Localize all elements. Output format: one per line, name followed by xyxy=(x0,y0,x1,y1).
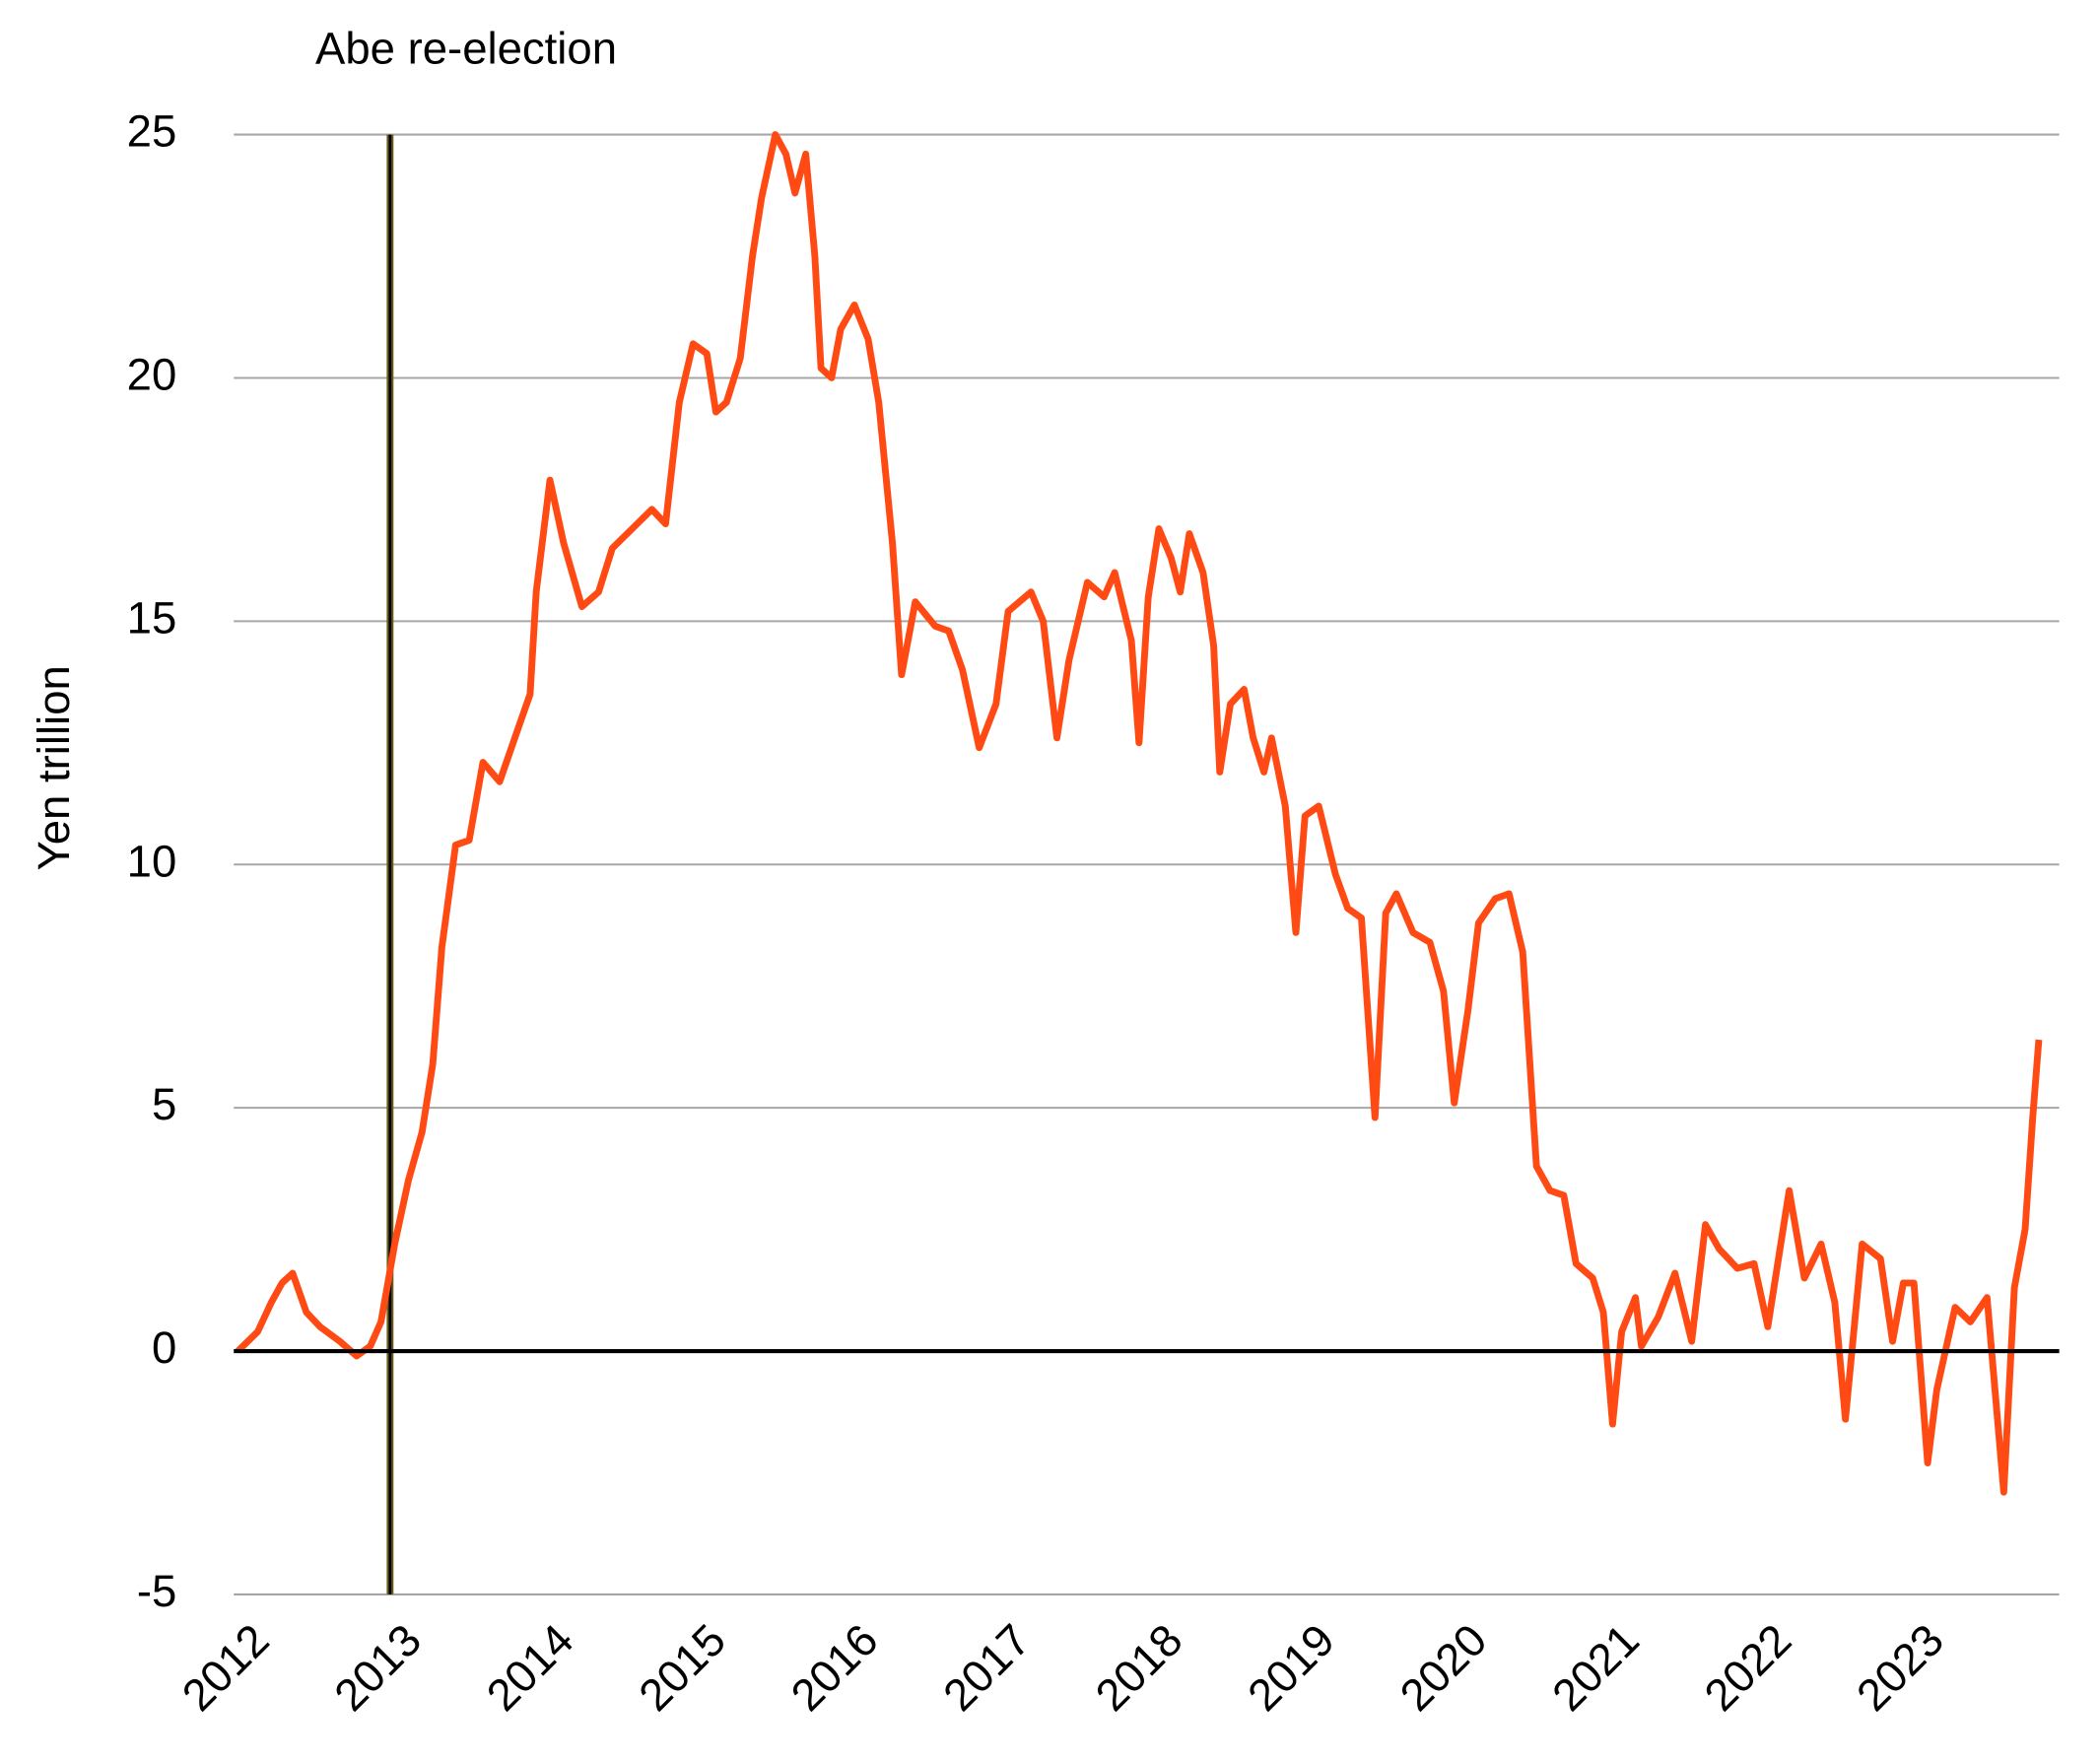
x-tick-label: 2022 xyxy=(1695,1614,1801,1721)
y-tick-label: -5 xyxy=(137,1566,176,1616)
y-tick-label: 25 xyxy=(127,106,177,157)
x-tick-label: 2019 xyxy=(1238,1614,1344,1721)
x-tick-label: 2018 xyxy=(1086,1614,1192,1721)
y-axis-label: Yen trillion xyxy=(29,665,79,870)
x-tick-label: 2016 xyxy=(781,1614,888,1721)
y-tick-label: 10 xyxy=(127,836,177,886)
y-tick-label: 20 xyxy=(127,349,177,399)
x-tick-label: 2017 xyxy=(933,1614,1040,1721)
x-tick-label: 2013 xyxy=(325,1614,432,1721)
x-tick-label: 2020 xyxy=(1390,1614,1497,1721)
x-tick-label: 2023 xyxy=(1847,1614,1953,1721)
y-tick-label: 15 xyxy=(127,592,177,643)
x-tick-label: 2015 xyxy=(629,1614,735,1721)
data-line xyxy=(235,131,2043,1496)
y-tick-label: 5 xyxy=(152,1079,176,1129)
y-tick-label: 0 xyxy=(152,1322,176,1373)
x-tick-label: 2021 xyxy=(1542,1614,1649,1721)
annotation-text: Abe re-election xyxy=(315,23,617,73)
x-tick-label: 2012 xyxy=(172,1614,279,1721)
x-tick-label: 2014 xyxy=(477,1614,583,1721)
